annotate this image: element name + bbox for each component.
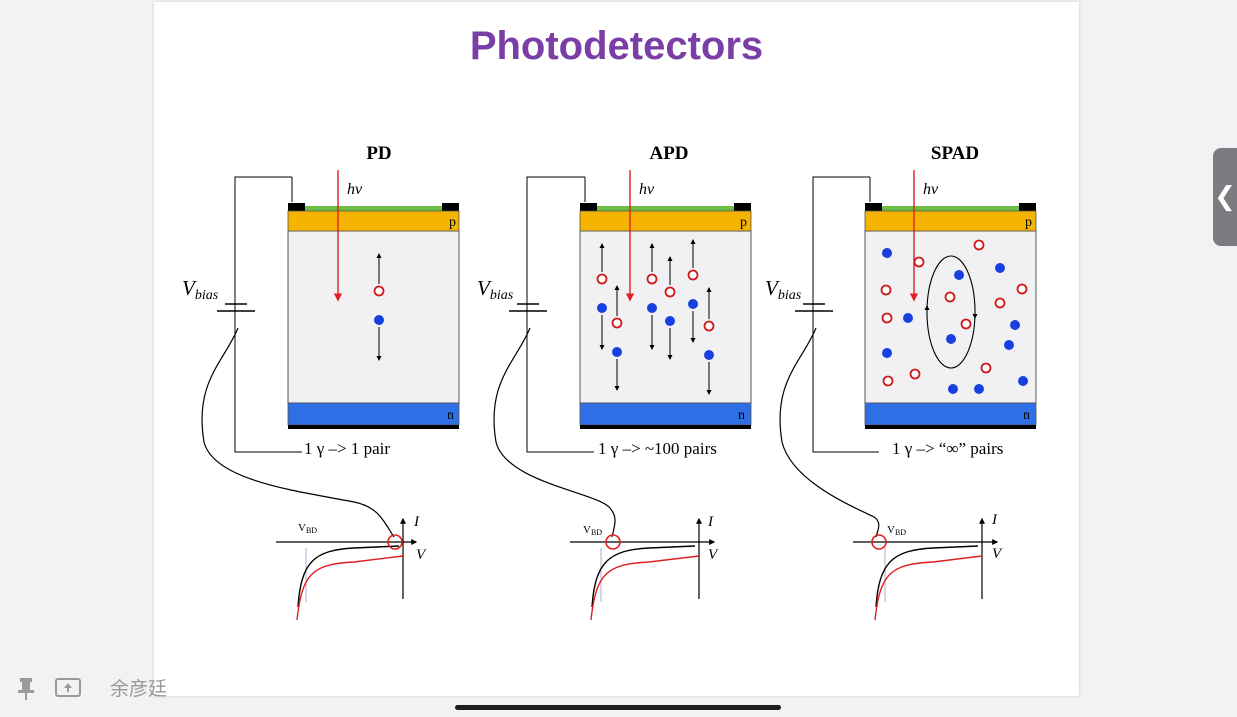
slide: Photodetectors PD Vbias — [154, 2, 1079, 696]
spad-p-layer — [864, 210, 1037, 232]
panel-apd-title: APD — [649, 143, 688, 164]
pd-contact-left — [288, 203, 305, 211]
svg-text:VBD: VBD — [583, 524, 602, 537]
screen-share-icon[interactable] — [54, 674, 82, 702]
spad-device-body — [864, 230, 1037, 404]
spad-vbias-label: Vbias — [765, 276, 802, 303]
pd-vbd-highlight — [387, 534, 403, 550]
spad-iv-plot: I V VBD — [853, 512, 1003, 621]
pin-icon[interactable] — [12, 674, 40, 702]
svg-text:V: V — [708, 547, 719, 563]
home-indicator[interactable] — [455, 705, 781, 710]
svg-text:n: n — [738, 408, 745, 423]
panel-spad-title: SPAD — [931, 143, 979, 164]
svg-text:hν: hν — [923, 181, 939, 198]
side-panel-toggle[interactable]: ❮ — [1213, 148, 1237, 246]
spad-caption: 1 γ –> “∞” pairs — [892, 439, 1003, 458]
apd-p-layer — [579, 210, 752, 232]
photodetector-diagram: PD Vbias p n hν — [182, 143, 1037, 621]
apd-vbd-highlight — [605, 534, 621, 550]
svg-text:VBD: VBD — [298, 522, 317, 535]
spad-cable — [779, 327, 880, 538]
panel-pd-title: PD — [366, 143, 391, 164]
pd-cable — [201, 327, 395, 538]
svg-text:V: V — [416, 547, 427, 563]
pd-contact-right — [442, 203, 459, 211]
pd-n-layer — [287, 402, 460, 426]
svg-text:V: V — [992, 546, 1003, 562]
spad-carriers — [880, 239, 1028, 394]
pd-p-label: p — [449, 215, 456, 230]
pd-caption: 1 γ –> 1 pair — [304, 439, 390, 458]
panel-pd: PD Vbias p n hν — [182, 143, 460, 621]
svg-text:hν: hν — [639, 181, 655, 198]
chevron-left-icon: ❮ — [1214, 182, 1236, 212]
svg-text:I: I — [413, 514, 420, 530]
pd-electron — [374, 315, 384, 325]
apd-vbias-label: Vbias — [477, 276, 514, 303]
svg-text:p: p — [740, 215, 747, 230]
svg-text:p: p — [1025, 215, 1032, 230]
presenter-name: 余彦廷 — [110, 678, 168, 700]
apd-device-body — [579, 230, 752, 404]
apd-cable — [493, 327, 616, 538]
svg-text:n: n — [1023, 408, 1030, 423]
pd-hole — [373, 285, 385, 297]
pd-photon-label: hν — [347, 181, 363, 198]
spad-vbd-highlight — [871, 534, 887, 550]
pd-vbias-label: Vbias — [182, 276, 219, 303]
apd-carriers — [596, 239, 715, 395]
apd-n-layer — [579, 402, 752, 426]
svg-text:I: I — [707, 514, 714, 530]
apd-caption: 1 γ –> ~100 pairs — [598, 439, 717, 458]
panel-spad: SPAD Vbias p n hν — [765, 143, 1037, 621]
slide-title: Photodetectors — [469, 24, 764, 68]
svg-text:I: I — [991, 512, 998, 528]
svg-text:VBD: VBD — [887, 524, 906, 537]
pd-device-body — [287, 230, 460, 404]
apd-iv-plot: I V VBD — [570, 514, 719, 621]
pd-p-layer — [287, 210, 460, 232]
pd-contact-strip — [288, 206, 459, 211]
pd-circuit-wire — [234, 176, 302, 453]
spad-n-layer — [864, 402, 1037, 426]
pd-iv-plot: I V VBD — [276, 514, 427, 621]
pd-n-label: n — [447, 408, 454, 423]
panel-apd: APD Vbias p n hν — [477, 143, 752, 621]
